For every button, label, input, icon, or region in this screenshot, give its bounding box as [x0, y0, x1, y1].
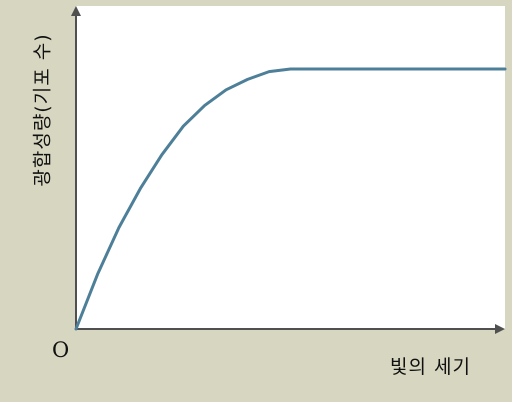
- x-axis-label: 빛의 세기: [390, 356, 471, 378]
- plot-area: [76, 6, 505, 329]
- series-line: [74, 67, 507, 331]
- origin-label: O: [52, 338, 70, 362]
- y-axis-label: 광합성량(기포 수): [31, 33, 54, 187]
